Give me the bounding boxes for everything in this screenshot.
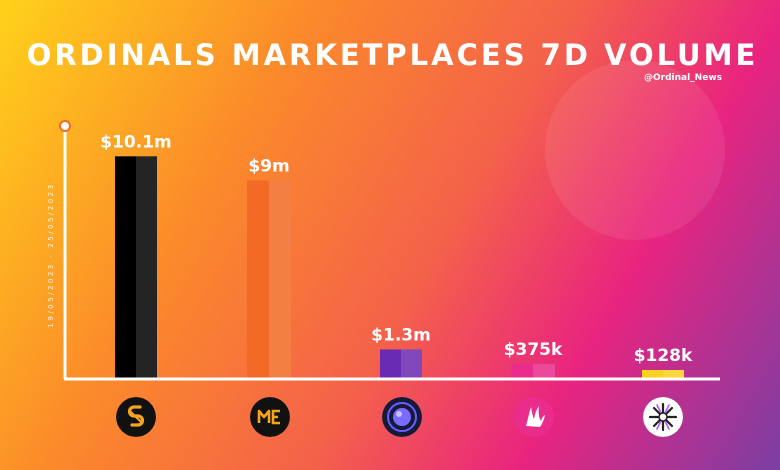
ordinals-wallet-icon <box>116 397 156 437</box>
bar-1 <box>247 180 291 378</box>
dragon-claw-icon <box>514 397 554 437</box>
source-handle: @Ordinal_News <box>644 73 722 83</box>
bar-4 <box>642 370 684 378</box>
bar-2 <box>380 349 422 378</box>
starburst-marketplace-icon <box>643 397 683 437</box>
background-orb <box>545 60 725 240</box>
value-label-3: $375k <box>504 340 563 360</box>
value-label-1: $9m <box>248 156 289 176</box>
orb-marketplace-icon <box>382 397 422 437</box>
value-label-4: $128k <box>634 346 693 366</box>
chart-title: ORDINALS MARKETPLACES 7D VOLUME <box>26 38 759 72</box>
value-label-0: $10.1m <box>100 132 172 152</box>
value-label-2: $1.3m <box>371 325 431 345</box>
magic-eden-icon <box>250 397 290 437</box>
y-axis-cap-icon <box>59 120 71 132</box>
bar-0 <box>115 156 157 378</box>
bar-3 <box>511 364 555 378</box>
